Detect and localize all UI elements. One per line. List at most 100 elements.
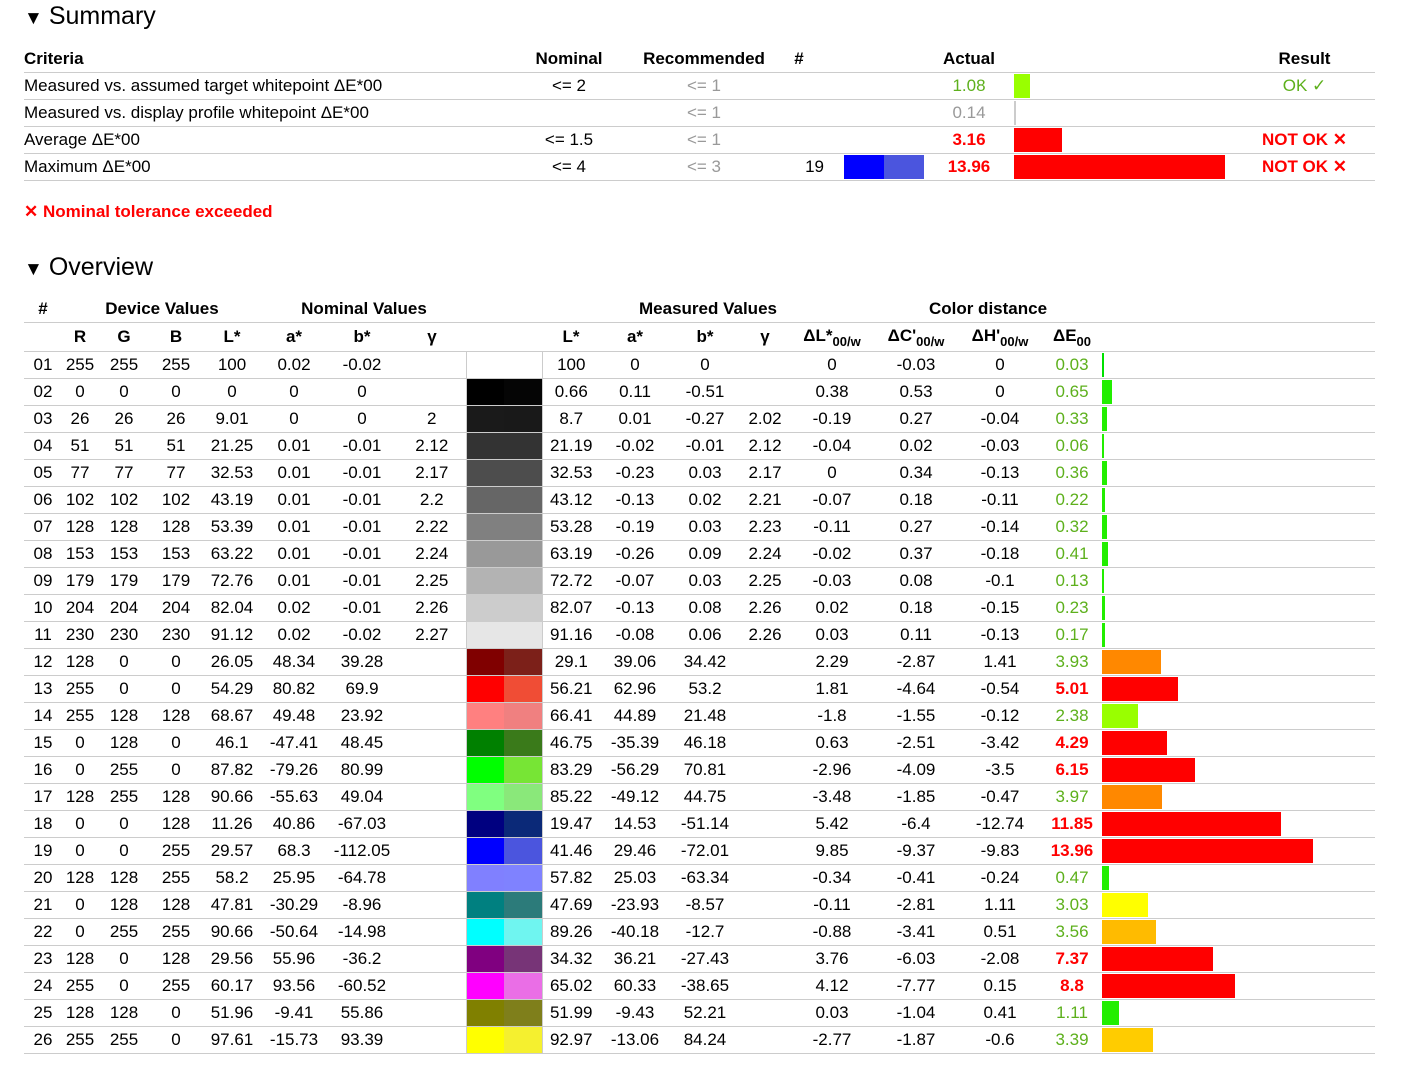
cell-dh: -3.42 — [958, 729, 1042, 757]
cell-r: 204 — [62, 594, 98, 622]
cell-l: 63.22 — [202, 540, 262, 568]
cell-b: -0.02 — [326, 351, 398, 379]
collapse-triangle-icon[interactable]: ▼ — [24, 8, 43, 29]
cell-ml: 19.47 — [542, 810, 600, 838]
cell-ma: 36.21 — [600, 945, 670, 973]
cell-mb: 0 — [670, 351, 740, 379]
cell-l: 21.25 — [202, 432, 262, 460]
cell-de: 13.96 — [1042, 837, 1102, 865]
cell-dc: -2.51 — [874, 729, 958, 757]
cell-r: 128 — [62, 648, 98, 676]
cell-dh: -0.03 — [958, 432, 1042, 460]
cell-b: 179 — [150, 567, 202, 595]
cell-r: 0 — [62, 810, 98, 838]
cell-dc: -1.87 — [874, 1026, 958, 1054]
delta-e-bar-cell — [1102, 648, 1375, 676]
cell-a: 80.82 — [262, 675, 326, 703]
col-nominal-l: L* — [223, 327, 241, 346]
overview-row: 19 0 0 255 29.57 68.3 -112.05 41.46 29.46 -72.01 9… — [24, 837, 1375, 865]
cell-ma: -9.43 — [600, 999, 670, 1027]
cell-r: 255 — [62, 702, 98, 730]
cell-ml: 34.32 — [542, 945, 600, 973]
cell-ml: 51.99 — [542, 999, 600, 1027]
cell-l: 60.17 — [202, 972, 262, 1000]
patch-swatch-cell — [824, 126, 924, 154]
patch-swatch — [465, 513, 543, 541]
cell-ma: -23.93 — [600, 891, 670, 919]
cell-dc: -1.85 — [874, 783, 958, 811]
collapse-triangle-icon[interactable]: ▼ — [24, 259, 43, 280]
cell-g: 0 — [98, 945, 150, 973]
summary-heading[interactable]: ▼ Summary — [24, 2, 156, 30]
cell-b: 230 — [150, 621, 202, 649]
cell-l: 100 — [202, 351, 262, 379]
cell-dl: -0.02 — [790, 540, 874, 568]
cell-ma: -13.06 — [600, 1026, 670, 1054]
cell-n: 19 — [24, 837, 62, 865]
cell-g: 51 — [98, 432, 150, 460]
cell-dc: 0.11 — [874, 621, 958, 649]
cell-b: 0 — [326, 378, 398, 406]
cell-dh: -0.04 — [958, 405, 1042, 433]
nominal-cell: <= 2 — [504, 72, 634, 100]
col-criteria: Criteria — [24, 49, 84, 68]
cell-ma: -0.07 — [600, 567, 670, 595]
cell-b: 49.04 — [326, 783, 398, 811]
cell-r: 255 — [62, 675, 98, 703]
delta-e-bar — [1102, 731, 1167, 755]
cell-mb: 0.06 — [670, 621, 740, 649]
cell-l: 29.56 — [202, 945, 262, 973]
cell-b: 0 — [326, 405, 398, 433]
cell-r: 26 — [62, 405, 98, 433]
delta-e-bar — [1102, 407, 1107, 431]
cell-ml: 0.66 — [542, 378, 600, 406]
cell-n: 08 — [24, 540, 62, 568]
cell-dh: -0.6 — [958, 1026, 1042, 1054]
cell-de: 3.03 — [1042, 891, 1102, 919]
cell-g: 2.12 — [398, 432, 466, 460]
cell-b: 93.39 — [326, 1026, 398, 1054]
cell-ma: -49.12 — [600, 783, 670, 811]
cell-dh: 0 — [958, 351, 1042, 379]
cell-ml: 72.72 — [542, 567, 600, 595]
cell-mg — [740, 783, 790, 811]
cell-b: -0.02 — [326, 621, 398, 649]
cell-g: 128 — [98, 729, 150, 757]
delta-e-bar-cell — [1102, 891, 1375, 919]
patch-swatch — [465, 594, 543, 622]
delta-e-bar — [1102, 1028, 1154, 1052]
patch-swatch — [465, 702, 543, 730]
overview-row: 17 128 255 128 90.66 -55.63 49.04 85.22 -49.12 44… — [24, 783, 1375, 811]
col-measured-a: a* — [626, 327, 644, 346]
cell-ma: -0.26 — [600, 540, 670, 568]
cell-dc: -3.41 — [874, 918, 958, 946]
criteria-cell: Measured vs. display profile whitepoint … — [24, 99, 504, 127]
cell-g — [398, 891, 466, 919]
cell-dh: -0.47 — [958, 783, 1042, 811]
cell-de: 7.37 — [1042, 945, 1102, 973]
delta-e-bar-cell — [1102, 1026, 1375, 1054]
delta-e-bar — [1102, 434, 1104, 458]
overview-row: 12 128 0 0 26.05 48.34 39.28 29.1 39.06 34.42 2.29… — [24, 648, 1375, 676]
result-cell — [1234, 99, 1375, 127]
cell-dl: 0.38 — [790, 378, 874, 406]
cell-dl: 0 — [790, 459, 874, 487]
patch-swatch — [465, 891, 543, 919]
cell-g: 255 — [98, 918, 150, 946]
col-nominal-a: a* — [285, 327, 303, 346]
cell-l: 11.26 — [202, 810, 262, 838]
recommended-cell: <= 1 — [634, 126, 774, 154]
cell-ml: 63.19 — [542, 540, 600, 568]
cell-ma: -40.18 — [600, 918, 670, 946]
cell-ma: 0.11 — [600, 378, 670, 406]
cell-dc: -2.81 — [874, 891, 958, 919]
patch-swatch — [465, 378, 543, 406]
cell-dl: 9.85 — [790, 837, 874, 865]
overview-heading[interactable]: ▼ Overview — [24, 253, 153, 281]
cell-a: -9.41 — [262, 999, 326, 1027]
cell-n: 22 — [24, 918, 62, 946]
cell-g: 77 — [98, 459, 150, 487]
cell-g: 2.26 — [398, 594, 466, 622]
cell-g: 0 — [98, 675, 150, 703]
cell-de: 0.41 — [1042, 540, 1102, 568]
